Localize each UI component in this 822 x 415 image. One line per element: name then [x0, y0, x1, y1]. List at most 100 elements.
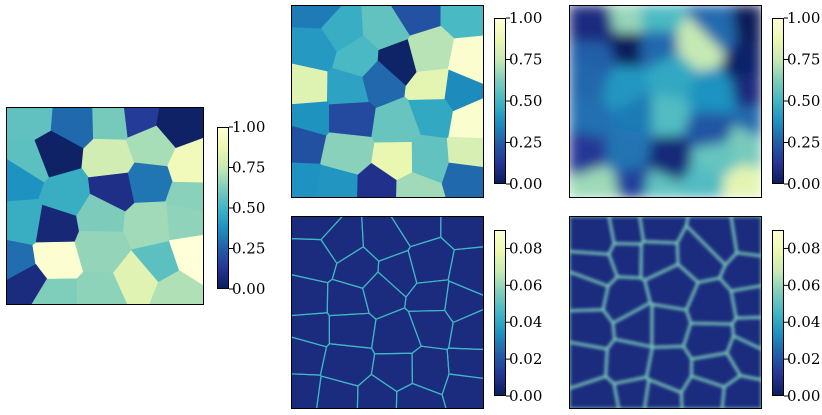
- axes-frame: [569, 5, 762, 198]
- colorbar-tick-label: 0.00: [509, 175, 542, 193]
- axes-frame: [291, 5, 484, 198]
- grain-cell: [446, 136, 484, 168]
- colorbar-tick-label: 0.08: [509, 239, 542, 257]
- axes-frame: [569, 216, 762, 409]
- grain-cell: [613, 166, 649, 198]
- grain-cell: [608, 32, 642, 67]
- grain-cell: [569, 165, 619, 198]
- heatmap-panel-left: 0.00 0.25 0.50 0.75 1.00: [6, 107, 265, 305]
- grain-cell: [127, 162, 173, 204]
- grain-cell: [169, 234, 204, 287]
- grain-cell: [732, 106, 762, 139]
- grain-cell: [603, 65, 651, 112]
- grain-cell: [722, 164, 762, 198]
- colorbar-tick-label: 0.50: [232, 199, 265, 217]
- heatmap-panel-top-middle: 0.00 0.25 0.50 0.75 1.00: [291, 5, 542, 198]
- grain-cell: [644, 53, 699, 99]
- colorbar: 0.00 0.02 0.04 0.06 0.08: [772, 230, 820, 405]
- colorbar-tick-label: 1.00: [509, 9, 542, 27]
- colorbar-tick-label: 0.25: [787, 134, 820, 152]
- grain-cell: [149, 270, 204, 305]
- colorbar-frame: [494, 18, 506, 184]
- colorbar-tick-label: 0.75: [787, 51, 820, 69]
- colorbar-tick-label: 1.00: [232, 118, 265, 136]
- grain-cell: [569, 131, 608, 178]
- grain-cell: [719, 41, 762, 80]
- heatmap-image: [569, 216, 762, 409]
- colorbar-tick-label: 0.06: [509, 276, 542, 294]
- colorbar-tick-label: 1.00: [787, 9, 820, 27]
- grain-cell: [639, 5, 689, 32]
- colorbar-tick-label: 0.25: [509, 134, 542, 152]
- colorbar-tick-label: 0.75: [232, 159, 265, 177]
- colorbar-tick-label: 0.00: [787, 175, 820, 193]
- colorbar-gradient: [772, 18, 784, 184]
- grain-cell: [81, 138, 135, 178]
- colorbar-tick-label: 0.25: [232, 240, 265, 258]
- colorbar-tick-label: 0.08: [787, 239, 820, 257]
- grain-cell: [569, 60, 609, 100]
- grain-cell: [291, 162, 322, 198]
- grain-cell: [569, 98, 615, 138]
- colorbar-tick-label: 0.02: [509, 350, 542, 368]
- grain-boundary: [446, 347, 484, 380]
- grain-cell: [683, 112, 734, 149]
- grain-cell: [691, 141, 741, 176]
- colorbar-tick-label: 0.50: [787, 92, 820, 110]
- grain-cell: [569, 5, 615, 44]
- grain-cell: [686, 5, 737, 54]
- colorbar-tick-label: 0.00: [232, 280, 265, 298]
- grain-boundary: [729, 216, 762, 258]
- grain-cell: [608, 5, 644, 33]
- colorbar-gradient: [494, 18, 506, 184]
- grain-cell: [644, 168, 682, 198]
- grain-cell: [677, 14, 726, 72]
- heatmap-image: [291, 5, 484, 198]
- colorbar: 0.00 0.25 0.50 0.75 1.00: [494, 9, 542, 193]
- heatmap-image: [291, 216, 484, 409]
- grain-cell: [612, 91, 653, 136]
- grain-cell: [731, 74, 762, 108]
- grain-boundary: [730, 316, 762, 351]
- heatmap-image: [569, 5, 762, 198]
- grain-cell: [726, 124, 762, 169]
- grain-cell: [646, 135, 692, 182]
- grain-cell: [329, 102, 377, 138]
- grain-boundary: [441, 373, 484, 409]
- grain-cell: [640, 30, 679, 70]
- colorbar-tick-label: 0.00: [509, 387, 542, 405]
- axes-frame: [291, 216, 484, 409]
- colorbar-tick-label: 0.75: [509, 51, 542, 69]
- heatmap-panel-bottom-middle: 0.00 0.02 0.04 0.06 0.08: [291, 216, 542, 409]
- colorbar-tick-label: 0.02: [787, 350, 820, 368]
- grain-cell: [651, 93, 691, 137]
- grain-cell: [569, 40, 618, 76]
- axes-frame: [6, 107, 204, 305]
- colorbar-tick-label: 0.50: [509, 92, 542, 110]
- colorbar-gradient: [217, 127, 229, 289]
- grain-cell: [605, 128, 653, 173]
- heatmap-panel-top-right: 0.00 0.25 0.50 0.75 1.00: [569, 5, 820, 198]
- colorbar: 0.00 0.25 0.50 0.75 1.00: [217, 118, 265, 298]
- heatmap-panel-bottom-right: 0.00 0.02 0.04 0.06 0.08: [569, 216, 820, 409]
- colorbar-gradient: [494, 230, 506, 396]
- grain-cell: [686, 66, 737, 114]
- grain-cell: [681, 165, 725, 198]
- colorbar: 0.00 0.25 0.50 0.75 1.00: [772, 9, 820, 193]
- colorbar-frame: [772, 230, 784, 396]
- grain-cell: [92, 107, 129, 141]
- colorbar-frame: [494, 230, 506, 396]
- colorbar-tick-label: 0.04: [509, 313, 542, 331]
- grain-cell: [441, 162, 484, 198]
- colorbar: 0.00 0.02 0.04 0.06 0.08: [494, 230, 542, 405]
- colorbar-frame: [217, 127, 229, 289]
- colorbar-tick-label: 0.04: [787, 313, 820, 331]
- colorbar-tick-label: 0.06: [787, 276, 820, 294]
- grain-cell: [730, 5, 762, 46]
- heatmap-image: [6, 107, 204, 305]
- colorbar-frame: [772, 18, 784, 184]
- grain-boundary: [720, 374, 762, 409]
- colorbar-gradient: [772, 230, 784, 396]
- grain-boundary: [725, 334, 762, 382]
